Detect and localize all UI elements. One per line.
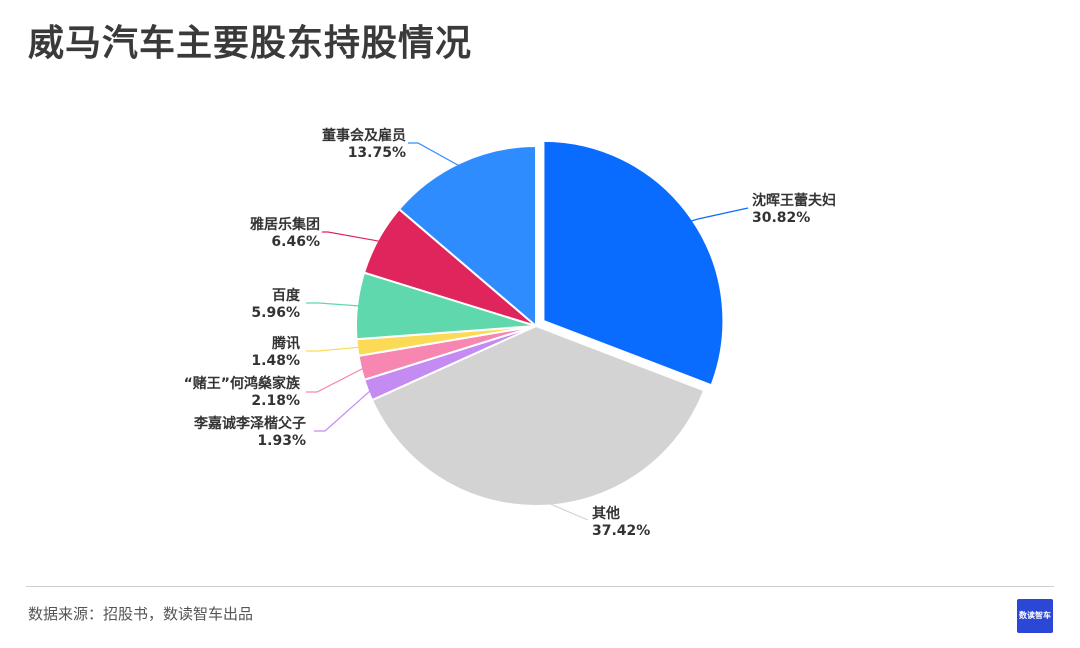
slice-name-label: 沈晖王蕾夫妇 — [752, 192, 836, 209]
slice-value-label: 30.82% — [752, 210, 810, 226]
leader-line — [306, 346, 364, 352]
pie-slice — [370, 325, 706, 507]
chart-title: 威马汽车主要股东持股情况 — [28, 23, 473, 64]
leader-line — [540, 499, 589, 521]
leader-line — [686, 207, 749, 223]
pie-slice — [542, 139, 725, 387]
slice-value-label: 1.48% — [251, 353, 300, 369]
slice-value-label: 6.46% — [271, 234, 320, 250]
brand-logo: 数读智车 — [1017, 599, 1053, 633]
slice-name-label: 雅居乐集团 — [250, 216, 320, 233]
footer-divider — [26, 586, 1054, 587]
slice-name-label: “赌王”何鸿燊家族 — [184, 375, 301, 392]
slice-name-label: 百度 — [272, 287, 301, 304]
slice-value-label: 13.75% — [348, 145, 406, 161]
data-source-note: 数据来源：招股书，数读智车出品 — [28, 605, 254, 623]
leader-line — [322, 231, 384, 243]
leader-line — [306, 302, 364, 307]
slice-name-label: 其他 — [592, 505, 620, 522]
leader-line — [408, 142, 464, 169]
slice-value-label: 2.18% — [251, 393, 300, 409]
slice-name-label: 董事会及雇员 — [322, 127, 406, 144]
slice-name-label: 腾讯 — [272, 335, 300, 352]
leader-line — [314, 387, 374, 432]
slice-value-label: 1.93% — [257, 433, 306, 449]
leader-line — [306, 365, 368, 393]
pie-slice — [398, 145, 537, 327]
slice-value-label: 37.42% — [592, 523, 650, 539]
slice-name-label: 李嘉诚李泽楷父子 — [193, 415, 306, 432]
slice-value-label: 5.96% — [251, 305, 300, 321]
